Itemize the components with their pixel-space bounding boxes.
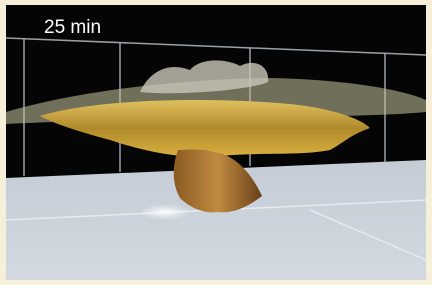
photo xyxy=(6,5,426,280)
time-label: 25 min xyxy=(44,17,101,38)
screenshot: 25 min xyxy=(0,0,432,285)
glow xyxy=(139,204,191,220)
